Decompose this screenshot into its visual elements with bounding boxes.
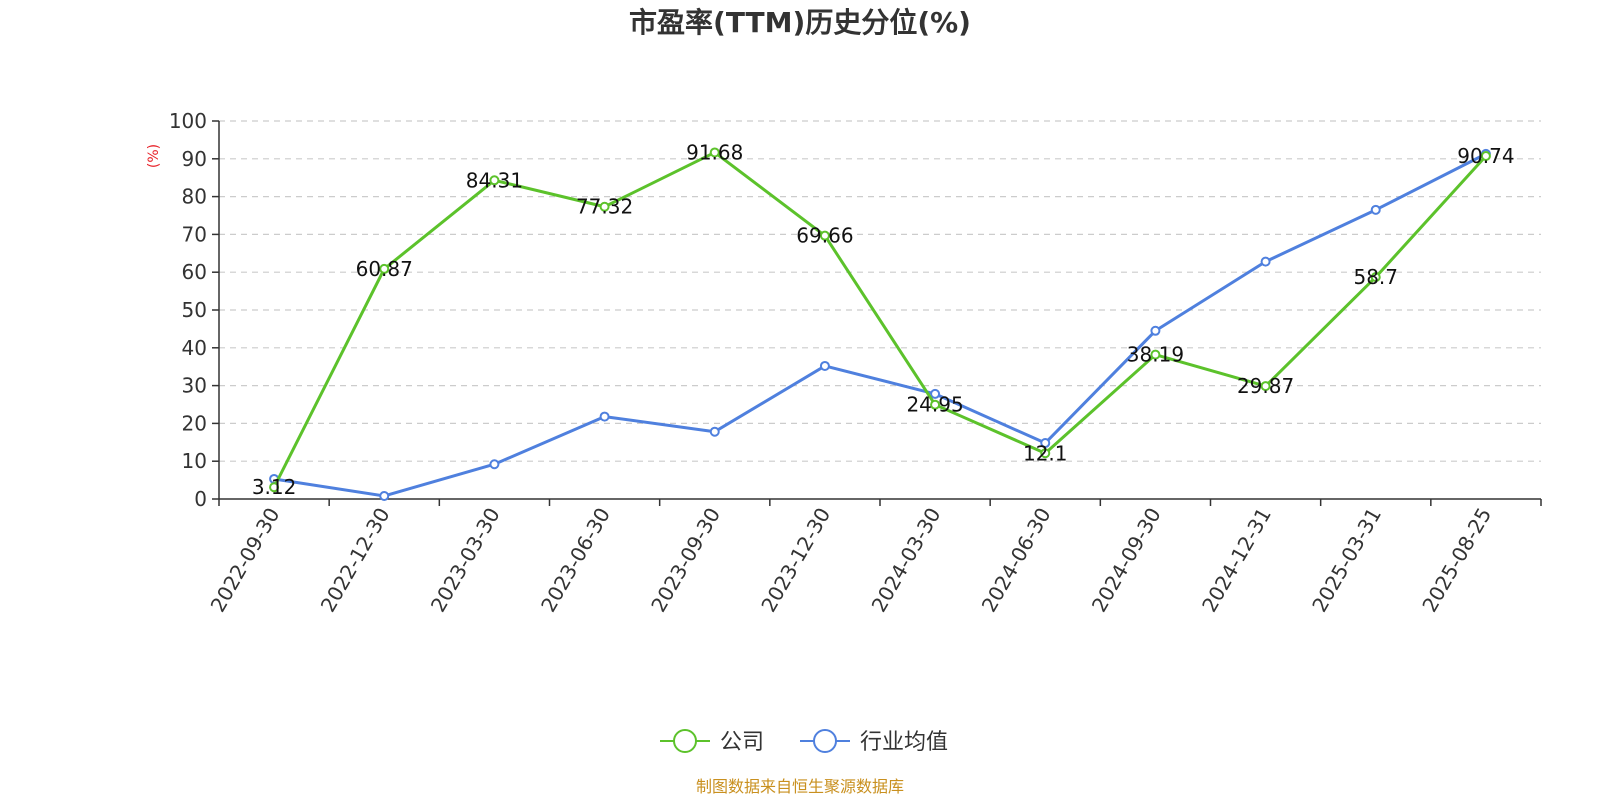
point-1-4[interactable] <box>709 426 720 437</box>
point-0-11[interactable] <box>1480 151 1491 162</box>
point-1-1[interactable] <box>379 490 390 501</box>
x-tick-label-11: 2025-08-25 <box>1417 504 1496 617</box>
x-tick-label-8: 2024-09-30 <box>1087 504 1166 617</box>
x-tick-label-0: 2022-09-30 <box>206 504 285 617</box>
source-note: 制图数据来自恒生聚源数据库 <box>696 777 904 796</box>
x-tick-label-1: 2022-12-30 <box>316 504 395 617</box>
y-tick-label-20: 20 <box>182 411 207 435</box>
point-0-0[interactable] <box>269 482 280 493</box>
x-tick-label-3: 2023-06-30 <box>536 504 615 617</box>
y-tick-label-30: 30 <box>182 374 207 398</box>
point-0-10[interactable] <box>1370 272 1381 283</box>
point-1-7[interactable] <box>1040 438 1051 449</box>
point-1-10[interactable] <box>1370 204 1381 215</box>
grid-lines <box>219 120 1541 462</box>
data-label-0-0: 3.12 <box>252 475 297 499</box>
data-label-0-7: 12.1 <box>1023 441 1068 465</box>
y-tick-label-40: 40 <box>182 336 207 360</box>
point-0-9[interactable] <box>1260 381 1271 392</box>
data-label-0-6: 24.95 <box>906 393 963 417</box>
axes: 0 10 20 30 40 50 60 70 80 90 100 2022-09-30 2022-12-… <box>169 109 1542 617</box>
x-tick-label-9: 2024-12-31 <box>1197 504 1276 617</box>
series-line-0 <box>272 150 1488 488</box>
data-label-0-3: 77.32 <box>576 195 633 219</box>
data-label-0-5: 69.66 <box>796 224 853 248</box>
legend-marker-0[interactable] <box>673 729 697 753</box>
y-tick-label-60: 60 <box>182 260 207 284</box>
data-label-0-11: 90.74 <box>1457 144 1514 168</box>
y-axis-label: (%) <box>146 144 162 168</box>
x-tick-label-7: 2024-06-30 <box>977 504 1056 617</box>
legend-marker-1[interactable] <box>813 729 837 753</box>
point-0-8[interactable] <box>1150 349 1161 360</box>
x-tick-label-4: 2023-09-30 <box>646 504 725 617</box>
series-lines <box>269 147 1491 501</box>
point-1-3[interactable] <box>599 411 610 422</box>
point-1-9[interactable] <box>1260 256 1271 267</box>
data-label-0-9: 29.87 <box>1237 374 1294 398</box>
point-0-5[interactable] <box>819 230 830 241</box>
legend: 公司 行业均值 <box>660 729 948 755</box>
x-tick-label-6: 2024-03-30 <box>867 503 946 616</box>
data-label-0-2: 84.31 <box>466 168 523 192</box>
x-tick-label-2: 2023-03-30 <box>426 503 505 616</box>
point-0-7[interactable] <box>1040 448 1051 459</box>
legend-label-0[interactable]: 公司 <box>720 730 764 755</box>
point-1-6[interactable] <box>930 388 941 399</box>
point-0-4[interactable] <box>709 147 720 158</box>
y-tick-label-0: 0 <box>194 487 207 511</box>
legend-label-1[interactable]: 行业均值 <box>860 730 948 755</box>
point-1-2[interactable] <box>489 459 500 470</box>
y-tick-label-10: 10 <box>182 449 207 473</box>
data-label-0-8: 38.19 <box>1127 343 1184 367</box>
data-label-0-1: 60.87 <box>356 257 413 281</box>
data-label-0-4: 91.68 <box>686 140 743 164</box>
point-1-8[interactable] <box>1150 325 1161 336</box>
data-labels: 3.12 60.87 84.31 77.32 91.68 69.66 24.95 12.1 38… <box>252 140 1515 499</box>
point-0-6[interactable] <box>930 399 941 410</box>
series-line-1 <box>273 152 1487 498</box>
point-1-5[interactable] <box>819 360 830 371</box>
point-0-1[interactable] <box>379 263 390 274</box>
point-0-3[interactable] <box>599 201 610 212</box>
chart-title: 市盈率(TTM)历史分位(%) <box>629 6 971 39</box>
y-tick-label-90: 90 <box>182 147 207 171</box>
y-tick-label-50: 50 <box>182 298 207 322</box>
data-label-0-10: 58.7 <box>1353 265 1398 289</box>
point-0-2[interactable] <box>489 175 500 186</box>
x-tick-label-10: 2025-03-31 <box>1307 504 1386 617</box>
y-tick-label-70: 70 <box>182 222 207 246</box>
y-tick-label-100: 100 <box>169 109 207 133</box>
y-tick-label-80: 80 <box>182 185 207 209</box>
x-tick-label-5: 2023-12-30 <box>756 504 835 617</box>
